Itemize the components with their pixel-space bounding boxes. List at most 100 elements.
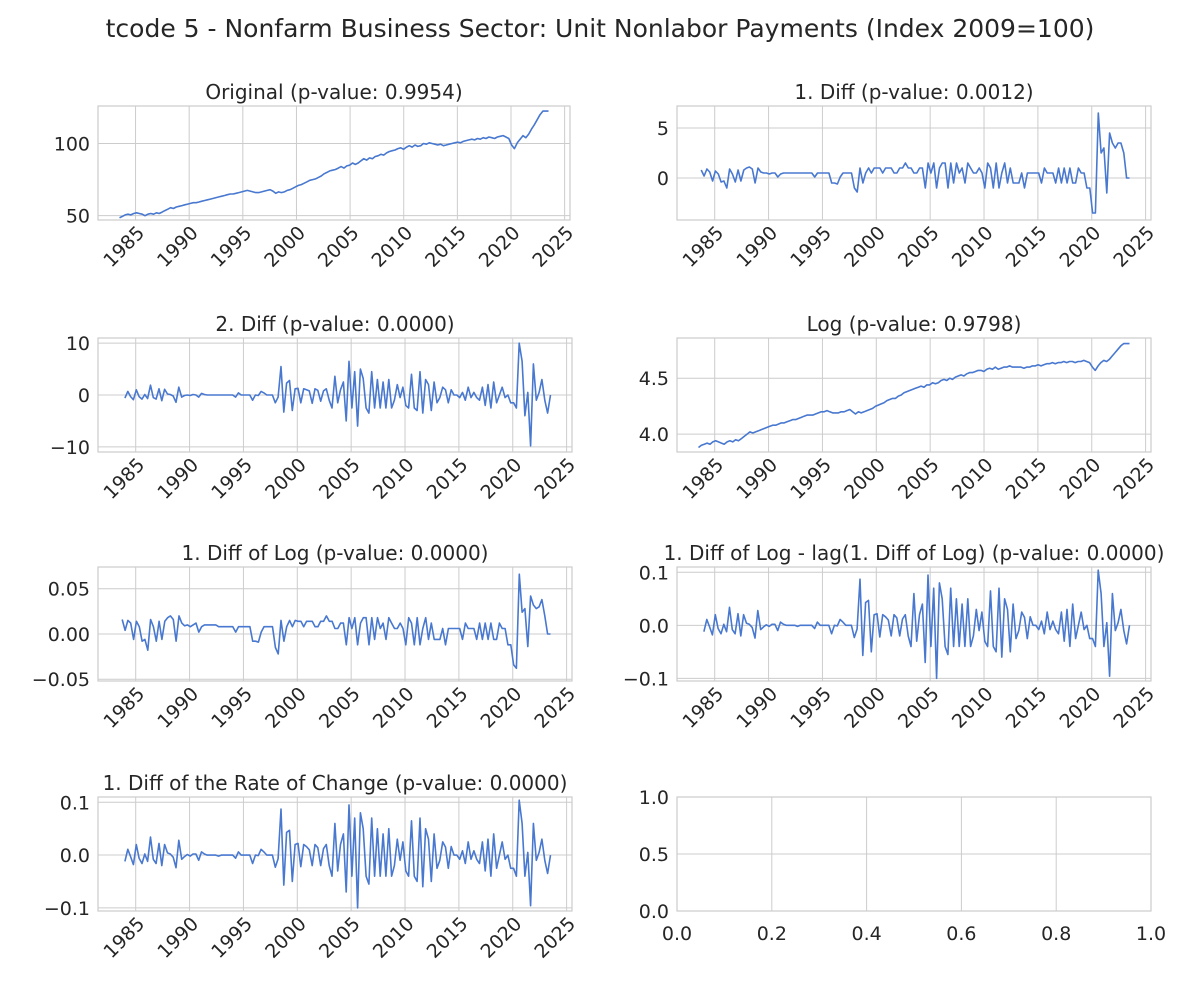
x-tick-label: 1990: [153, 222, 203, 272]
y-tick-label: −0.1: [44, 898, 90, 920]
x-tick-label: 2020: [1056, 454, 1106, 504]
subplot-3: 2. Diff (p-value: 0.0000) −10 0 10 1985 1990 1…: [50, 312, 580, 504]
axes-frame: [676, 566, 1152, 682]
x-tick-label: 2000: [261, 454, 311, 504]
x-tick-label: 0.8: [1041, 923, 1071, 945]
y-tick-label: 0.5: [639, 844, 669, 866]
x-tick-label: 2000: [840, 222, 890, 272]
x-tick-label: 1985: [678, 454, 728, 504]
x-tick-label: 0.6: [946, 923, 976, 945]
y-tick-label: 10: [66, 333, 90, 355]
x-tick-label: 1985: [99, 913, 149, 963]
x-tick-label: 2000: [840, 454, 890, 504]
axes-frame: [676, 105, 1152, 221]
series-line: [124, 799, 552, 909]
x-tick-label: 2015: [423, 454, 473, 504]
subplot-title: 1. Diff of Log - lag(1. Diff of Log) (p-…: [664, 541, 1165, 565]
series-line: [124, 342, 552, 447]
axes-frame: [97, 337, 573, 453]
axes-frame: [97, 796, 573, 912]
y-tick-label: 4.5: [639, 368, 669, 390]
x-tick-label: 1985: [678, 683, 728, 733]
y-tick-label: −10: [50, 437, 90, 459]
y-tick-label: 0.05: [48, 579, 90, 601]
x-tick-label: 2020: [1056, 683, 1106, 733]
y-tick-label: 0.1: [60, 792, 90, 814]
subplot-5: 1. Diff of Log (p-value: 0.0000) −0.05 0.0…: [32, 541, 580, 733]
x-tick-label: 1995: [207, 222, 257, 272]
x-tick-label: 1995: [207, 913, 257, 963]
x-tick-label: 2020: [1056, 222, 1106, 272]
x-tick-label: 2005: [894, 222, 944, 272]
x-tick-label: 2020: [475, 222, 525, 272]
x-tick-label: 2010: [948, 683, 998, 733]
x-tick-label: 2025: [530, 913, 580, 963]
subplot-8: 0.0 0.5 1.0 0.0 0.2 0.4 0.6 0.8 1.0: [639, 787, 1166, 945]
x-tick-label: 0.2: [757, 923, 787, 945]
x-tick-label: 1985: [678, 222, 728, 272]
x-tick-label: 1995: [786, 683, 836, 733]
y-tick-label: 4.0: [639, 424, 669, 446]
x-tick-label: 1985: [99, 454, 149, 504]
x-tick-label: 2025: [1109, 683, 1159, 733]
x-tick-label: 2025: [528, 222, 578, 272]
x-tick-label: 1990: [732, 683, 782, 733]
subplot-title: Original (p-value: 0.9954): [205, 80, 462, 104]
subplot-title: 1. Diff of Log (p-value: 0.0000): [182, 541, 489, 565]
y-tick-label: 50: [66, 206, 90, 228]
series-line: [698, 342, 1130, 449]
subplot-title: Log (p-value: 0.9798): [807, 312, 1022, 336]
x-tick-label: 1990: [732, 222, 782, 272]
series-line: [703, 569, 1131, 680]
axes-frame: [97, 105, 571, 221]
x-tick-label: 1990: [153, 913, 203, 963]
x-tick-label: 2005: [315, 454, 365, 504]
grid: [676, 796, 1152, 912]
grid: [677, 106, 1151, 220]
subplot-7: 1. Diff of the Rate of Change (p-value: …: [44, 771, 580, 963]
grid: [677, 338, 1151, 452]
series-line: [700, 112, 1130, 214]
x-tick-label: 2000: [261, 683, 311, 733]
x-tick-label: 2000: [840, 683, 890, 733]
y-tick-label: 0.1: [639, 562, 669, 584]
y-tick-label: 0.00: [48, 624, 90, 646]
x-tick-label: 2010: [948, 454, 998, 504]
x-tick-label: 1990: [732, 454, 782, 504]
series-line: [119, 110, 549, 219]
x-tick-label: 2000: [260, 222, 310, 272]
axes-frame: [97, 566, 573, 682]
y-tick-label: 5: [657, 118, 669, 140]
y-tick-label: −0.05: [32, 669, 90, 691]
x-tick-label: 0.4: [851, 923, 881, 945]
x-tick-label: 1995: [207, 454, 257, 504]
x-tick-label: 2005: [315, 683, 365, 733]
x-tick-label: 2005: [314, 222, 364, 272]
y-tick-label: −0.1: [623, 668, 669, 690]
subplot-title: 2. Diff (p-value: 0.0000): [215, 312, 454, 336]
x-tick-label: 2010: [948, 222, 998, 272]
x-tick-label: 2005: [894, 683, 944, 733]
x-tick-label: 2015: [421, 222, 471, 272]
x-tick-label: 2025: [530, 683, 580, 733]
subplot-title: 1. Diff (p-value: 0.0012): [794, 80, 1033, 104]
x-tick-label: 1990: [153, 683, 203, 733]
subplot-6: 1. Diff of Log - lag(1. Diff of Log) (p-…: [623, 541, 1165, 733]
x-tick-label: 1985: [99, 222, 149, 272]
axes-frame: [676, 337, 1152, 453]
x-tick-label: 2010: [369, 683, 419, 733]
y-tick-label: 0: [78, 385, 90, 407]
subplot-title: 1. Diff of the Rate of Change (p-value: …: [103, 771, 568, 795]
x-tick-label: 2015: [1002, 454, 1052, 504]
figure-title: tcode 5 - Nonfarm Business Sector: Unit …: [105, 14, 1095, 43]
x-tick-label: 2005: [315, 913, 365, 963]
x-tick-label: 2025: [530, 454, 580, 504]
y-tick-label: 0: [657, 168, 669, 190]
x-tick-label: 2015: [1002, 222, 1052, 272]
x-tick-label: 1985: [99, 683, 149, 733]
axes-frame: [676, 796, 1152, 912]
x-tick-label: 2015: [423, 913, 473, 963]
